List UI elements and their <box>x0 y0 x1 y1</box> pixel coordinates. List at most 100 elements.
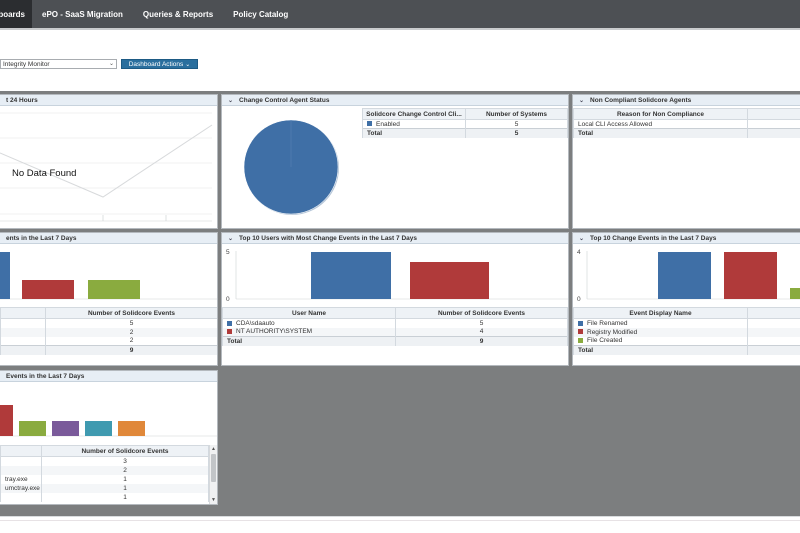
row-value: 2 <box>45 327 217 337</box>
table-row[interactable]: CDA\sdaauto 5 <box>222 318 568 328</box>
row-label <box>0 465 42 475</box>
total-label: Total <box>362 128 466 138</box>
table-row[interactable]: 3 <box>0 456 209 466</box>
no-data-message: No Data Found <box>12 168 77 179</box>
bar[interactable] <box>88 280 140 299</box>
row-label: umctray.exe <box>0 483 42 493</box>
row-value: 3 <box>41 456 209 466</box>
scroll-up-icon[interactable]: ▲ <box>211 446 216 452</box>
collapse-chevron-icon[interactable]: ⌄ <box>579 97 585 104</box>
dashboard-actions-button[interactable]: Dashboard Actions ⌄ <box>121 59 198 69</box>
table-row[interactable]: umctray.exe 1 <box>0 483 209 493</box>
column-header[interactable]: Solidcore Change Control Cli... <box>362 108 466 120</box>
panel-header: Events in the Last 7 Days <box>0 371 217 382</box>
column-header[interactable]: Event Display Name <box>573 307 748 319</box>
table-row[interactable]: File Created <box>573 336 800 346</box>
total-value <box>747 128 800 138</box>
table-row[interactable]: 5 <box>0 318 217 328</box>
collapse-chevron-icon[interactable]: ⌄ <box>228 235 234 242</box>
table-row[interactable]: Registry Modified <box>573 327 800 337</box>
table-row[interactable]: 2 <box>0 327 217 337</box>
panel-title: Top 10 Change Events in the Last 7 Days <box>590 234 717 242</box>
legend-swatch <box>578 320 583 326</box>
table-row[interactable]: 2 <box>0 465 209 475</box>
chevron-down-icon: ⌄ <box>108 61 114 67</box>
status-bar <box>0 516 800 533</box>
column-header[interactable] <box>0 445 42 457</box>
table-row[interactable]: NT AUTHORITY\SYSTEM 4 <box>222 327 568 337</box>
bar-file-renamed[interactable] <box>658 252 711 299</box>
table-row[interactable]: 1 <box>0 492 209 502</box>
total-value: 9 <box>45 345 217 355</box>
collapse-chevron-icon[interactable]: ⌄ <box>579 235 585 242</box>
bar-chart <box>0 252 217 300</box>
y-tick-label: 4 <box>577 249 581 256</box>
panel-events-last-7-days: ents in the Last 7 Days Number of Solidc… <box>0 232 218 366</box>
table-total-row: Total 5 <box>362 128 568 138</box>
bar-file-created[interactable] <box>790 288 800 299</box>
agent-status-table-wrap: Solidcore Change Control Cli... Number o… <box>362 108 568 138</box>
dashboard-select-value: Integrity Monitor <box>3 60 50 68</box>
column-header[interactable]: Number of Solidcore Events <box>45 307 217 319</box>
change-events-table-wrap: Event Display Name File Renamed Registry… <box>573 307 800 355</box>
tab-epo-saas-migration[interactable]: ePO - SaaS Migration <box>42 9 123 19</box>
scroll-down-icon[interactable]: ▼ <box>211 497 216 503</box>
row-label: File Renamed <box>587 319 628 327</box>
series-line <box>0 124 213 198</box>
table-row[interactable]: Local CLI Access Allowed <box>573 119 800 129</box>
bar[interactable] <box>0 252 10 299</box>
tab-dashboards[interactable]: boards <box>0 0 32 28</box>
process-events-table-wrap: Number of Solidcore Events 3 2 tray.exe 1… <box>0 445 209 502</box>
panel-title: ents in the Last 7 Days <box>6 234 77 242</box>
column-header[interactable] <box>0 307 46 319</box>
table-row[interactable]: Enabled 5 <box>362 119 568 129</box>
table-total-row: Total <box>573 345 800 355</box>
legend-swatch <box>367 121 372 127</box>
table-row[interactable]: tray.exe 1 <box>0 474 209 484</box>
events-table: Number of Solidcore Events 5 2 2 9 <box>0 307 217 355</box>
column-header[interactable] <box>747 307 800 319</box>
bar[interactable] <box>85 421 112 436</box>
column-header[interactable] <box>747 108 800 120</box>
row-label: Enabled <box>376 120 400 128</box>
column-header[interactable]: Reason for Non Compliance <box>573 108 748 120</box>
bar[interactable] <box>22 280 74 299</box>
table-row[interactable]: File Renamed <box>573 318 800 328</box>
users-table: User Name Number of Solidcore Events CDA… <box>222 307 568 346</box>
row-label: Registry Modified <box>587 328 638 336</box>
bar-registry-modified[interactable] <box>724 252 777 299</box>
bar[interactable] <box>0 405 13 436</box>
panel-last-24-hours: t 24 Hours No Data Found <box>0 94 218 229</box>
tab-queries-reports[interactable]: Queries & Reports <box>142 9 214 19</box>
bar-cda-sdaauto[interactable] <box>311 252 391 299</box>
dashboard-select[interactable]: Integrity Monitor ⌄ <box>0 59 117 69</box>
panel-non-compliant-agents: ⌄ Non Compliant Solidcore Agents Reason … <box>572 94 800 229</box>
panel-title: Non Compliant Solidcore Agents <box>590 96 692 104</box>
tab-policy-catalog[interactable]: Policy Catalog <box>233 9 289 19</box>
scrollbar-thumb[interactable] <box>211 454 216 482</box>
nav-shadow <box>0 28 800 30</box>
column-header[interactable]: Number of Solidcore Events <box>395 307 568 319</box>
column-header[interactable]: Number of Solidcore Events <box>41 445 209 457</box>
chevron-down-icon: ⌄ <box>185 61 191 68</box>
users-table-wrap: User Name Number of Solidcore Events CDA… <box>222 307 568 346</box>
table-scrollbar[interactable]: ▲ ▼ <box>209 445 217 504</box>
table-total-row: 9 <box>0 345 217 355</box>
bar-nt-authority-system[interactable] <box>410 262 489 299</box>
bar-chart <box>0 405 217 437</box>
dashboard-toolbar: Integrity Monitor ⌄ Dashboard Actions ⌄ <box>0 58 198 70</box>
column-header[interactable]: User Name <box>222 307 396 319</box>
column-header[interactable]: Number of Systems <box>465 108 568 120</box>
pie-chart <box>243 119 339 215</box>
row-label: File Created <box>587 337 623 345</box>
row-value: 2 <box>41 465 209 475</box>
row-label: tray.exe <box>0 474 42 484</box>
table-total-row: Total 9 <box>222 336 568 346</box>
bar[interactable] <box>19 421 46 436</box>
table-row[interactable]: 2 <box>0 336 217 346</box>
bar[interactable] <box>118 421 145 436</box>
bar[interactable] <box>52 421 79 436</box>
line-chart <box>0 112 213 222</box>
total-value: 5 <box>465 128 568 138</box>
collapse-chevron-icon[interactable]: ⌄ <box>228 97 234 104</box>
